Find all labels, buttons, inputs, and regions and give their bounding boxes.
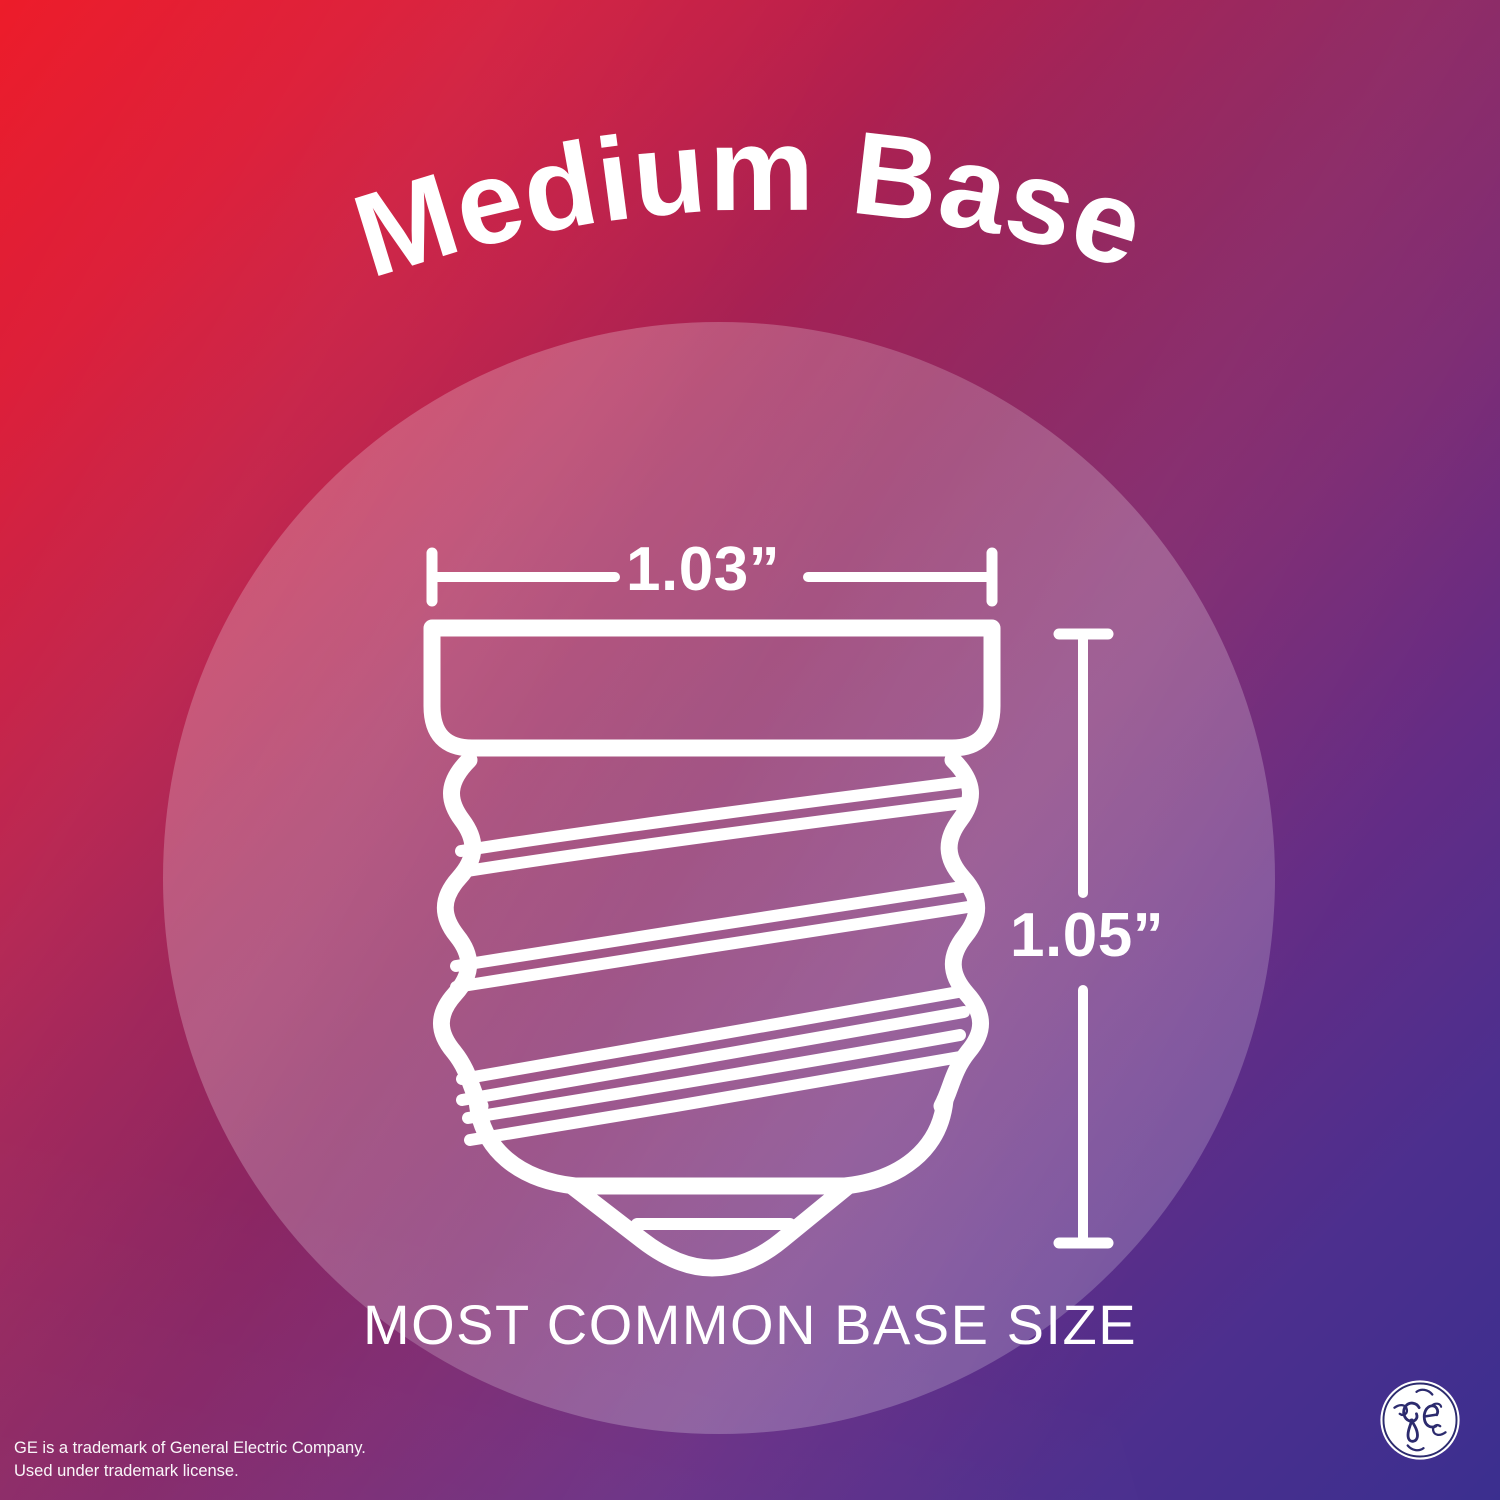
thread-left-edge — [432, 751, 489, 1115]
circle-backdrop-sheen — [163, 322, 1275, 1434]
background-sheen-lower — [0, 849, 1162, 1500]
width-dimension-label: 1.03” — [626, 535, 781, 604]
thread-spiral-lines — [450, 776, 974, 1106]
caption-text: MOST COMMON BASE SIZE — [362, 1293, 1138, 1356]
page-title: Medium Base — [340, 104, 1160, 303]
height-dimension-label: 1.05” — [1010, 901, 1165, 970]
legal-notice: GE is a trademark of General Electric Co… — [14, 1437, 366, 1484]
base-collar — [423, 619, 1001, 757]
base-contact-tip — [563, 1177, 857, 1277]
taper-thread-lines — [462, 1029, 966, 1146]
base-taper — [468, 1091, 954, 1195]
legal-line-1: GE is a trademark of General Electric Co… — [14, 1439, 366, 1457]
legal-line-2: Used under trademark license. — [14, 1462, 239, 1481]
thread-right-edge — [933, 751, 990, 1115]
circle-backdrop — [163, 322, 1275, 1434]
ge-monogram-logo — [1380, 1380, 1460, 1460]
